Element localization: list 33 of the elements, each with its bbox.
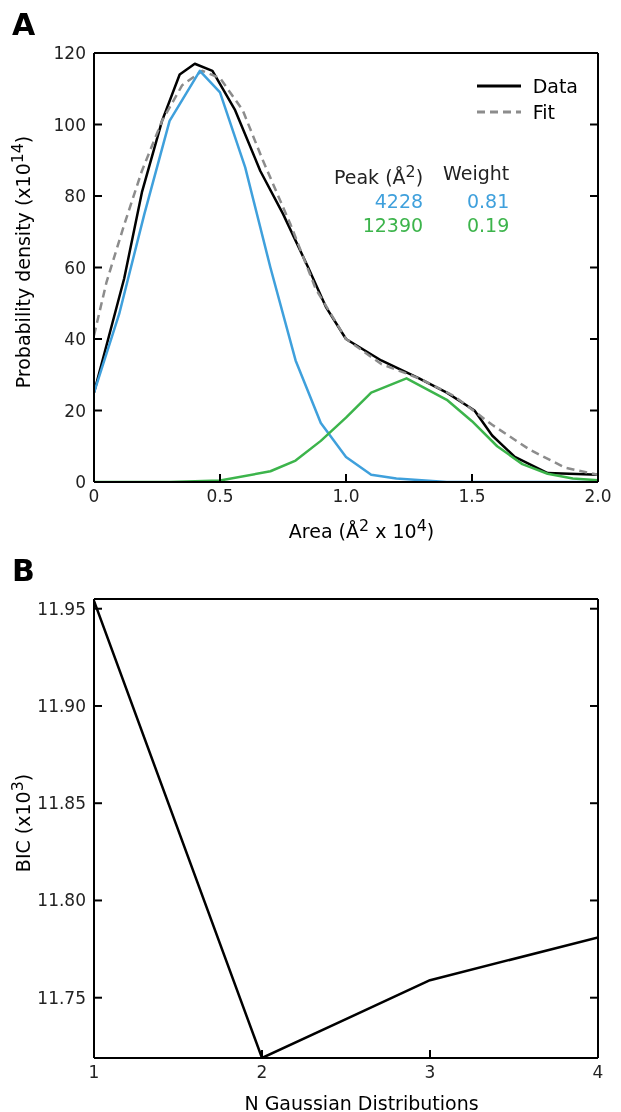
x-tick-label: 1.5 [458,486,486,507]
y-tick-label: 11.95 [37,599,86,620]
y-tick-label: 11.75 [37,988,86,1009]
annotation: 12390 [361,214,424,237]
y-tick-label: 11.80 [37,890,86,911]
x-tick-label: 4 [592,1062,604,1083]
x-tick-label: 2.0 [584,486,612,507]
annotation: 0.81 [465,190,510,213]
y-tick-label: 20 [64,400,86,421]
y-tick-label: 120 [53,43,86,64]
annotation: 0.19 [465,214,510,237]
y-tick-label: 0 [75,472,86,493]
x-tick-label: 1.0 [332,486,360,507]
y-tick-label: 80 [64,186,86,207]
legend-label: Fit [532,101,555,123]
y-tick-label: 100 [53,114,86,135]
legend-label: Data [532,75,578,97]
y-tick-label: 11.85 [37,793,86,814]
x-axis-title: Area (Å$^{2}$ x 10$^{4}$) [288,516,435,543]
x-axis-title: N Gaussian Distributions [244,1092,479,1112]
y-tick-label: 11.90 [37,696,86,717]
x-tick-label: 3 [424,1062,436,1083]
x-tick-label: 0.5 [206,486,234,507]
annotation: Peak (Å$^{2}$) [334,162,424,189]
y-tick-label: 40 [64,329,86,350]
annotation: Weight [443,162,510,186]
chart-title: A [11,7,37,42]
y-tick-label: 60 [64,257,86,278]
annotation: 4228 [373,190,424,213]
x-tick-label: 0 [88,486,100,507]
chart-title: B [11,553,36,589]
x-tick-label: 2 [256,1062,268,1083]
x-tick-label: 1 [88,1062,100,1083]
